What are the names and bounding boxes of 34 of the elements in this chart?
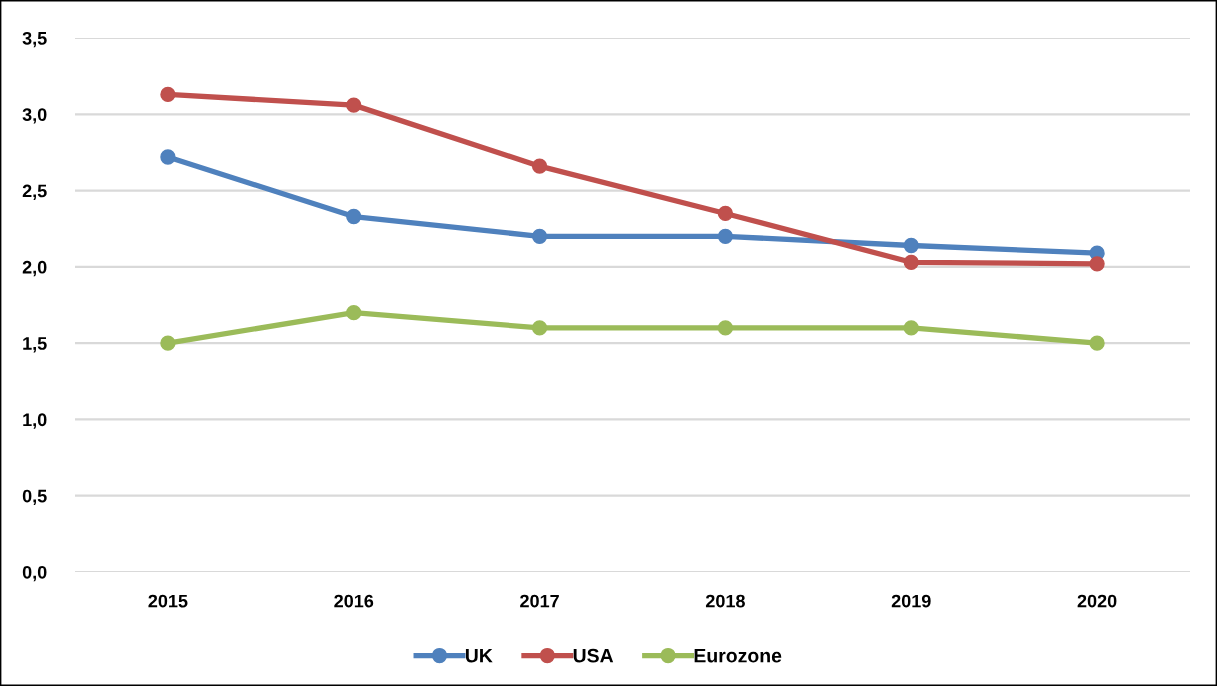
y-tick-label: 1,0 bbox=[23, 413, 47, 429]
point bbox=[903, 237, 919, 254]
point bbox=[531, 228, 548, 244]
x-tick-label: 2019 bbox=[891, 594, 931, 608]
y-tick-label: 3,0 bbox=[22, 108, 47, 124]
point bbox=[903, 320, 919, 336]
legend-label: UK bbox=[465, 648, 493, 663]
y-tick-label: 0,0 bbox=[22, 565, 47, 582]
point bbox=[717, 228, 734, 244]
point bbox=[903, 254, 919, 270]
legend-label: Eurozone bbox=[694, 648, 782, 663]
y-tick-label: 2,5 bbox=[22, 184, 47, 200]
point bbox=[717, 320, 734, 336]
x-tick-label: 2017 bbox=[520, 594, 559, 608]
point bbox=[160, 86, 176, 103]
legend-label: USA bbox=[573, 648, 614, 663]
point bbox=[717, 205, 734, 222]
x-tick-label: 2018 bbox=[705, 594, 745, 608]
point bbox=[346, 208, 362, 225]
point bbox=[531, 158, 548, 174]
point bbox=[1089, 256, 1105, 272]
point bbox=[160, 149, 176, 165]
y-tick-label: 1,5 bbox=[23, 337, 47, 353]
y-tick-label: 2,0 bbox=[22, 260, 47, 277]
point bbox=[346, 97, 362, 113]
x-tick-label: 2016 bbox=[334, 594, 374, 608]
x-tick-label: 2020 bbox=[1077, 594, 1117, 608]
point bbox=[160, 335, 176, 351]
y-tick-label: 0,5 bbox=[22, 489, 47, 506]
y-tick-label: 3,5 bbox=[22, 31, 47, 48]
point bbox=[1089, 335, 1105, 351]
point bbox=[346, 304, 362, 321]
x-tick-label: 2015 bbox=[148, 594, 188, 608]
point bbox=[531, 320, 548, 336]
